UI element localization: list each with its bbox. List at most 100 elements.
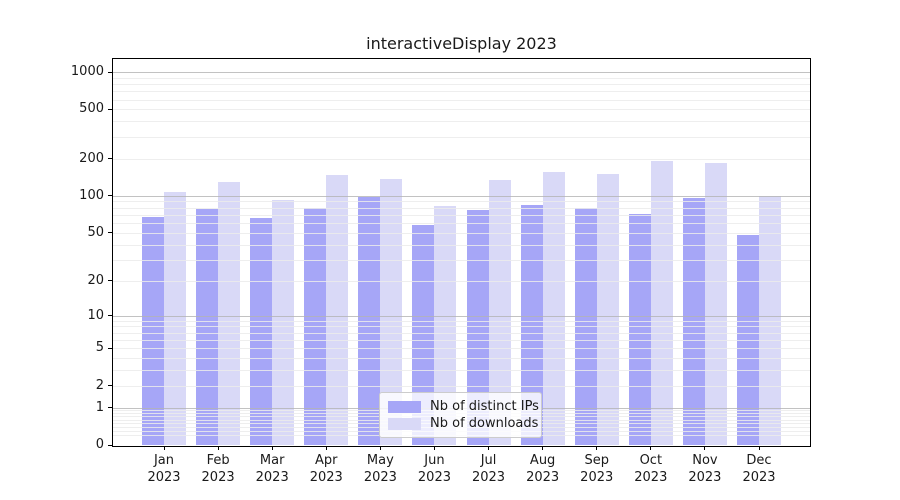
bar-distinct-ips-dec[interactable] xyxy=(737,234,759,445)
x-tick-dec xyxy=(758,446,760,450)
gridline-minor-60 xyxy=(113,223,810,225)
x-tick-label-mar: Mar 2023 xyxy=(255,453,289,485)
y-tick-200 xyxy=(108,158,112,160)
y-tick-2 xyxy=(108,385,112,387)
y-tick-label-1000: 1000 xyxy=(70,64,104,79)
y-tick-label-10: 10 xyxy=(87,307,104,323)
x-tick-label-nov: Nov 2023 xyxy=(688,453,722,485)
y-tick-10 xyxy=(108,315,112,317)
x-tick-label-aug: Aug 2023 xyxy=(526,453,560,485)
y-tick-label-2: 2 xyxy=(95,377,104,393)
gridline-minor-40 xyxy=(113,244,810,246)
gridline-minor-500 xyxy=(113,109,810,111)
y-tick-label-200: 200 xyxy=(79,150,104,166)
bar-downloads-jan[interactable] xyxy=(164,192,186,445)
y-tick-1000 xyxy=(108,71,112,73)
x-tick-label-jun: Jun 2023 xyxy=(417,453,451,485)
chart-title: interactiveDisplay 2023 xyxy=(366,34,557,53)
gridline-minor-200 xyxy=(113,158,810,160)
x-tick-may xyxy=(379,446,381,450)
bar-downloads-aug[interactable] xyxy=(542,172,565,445)
y-tick-1 xyxy=(108,407,112,409)
bar-downloads-dec[interactable] xyxy=(759,195,781,445)
y-tick-label-5: 5 xyxy=(95,340,104,356)
legend-item-distinct-ips[interactable]: Nb of distinct IPs xyxy=(388,398,539,415)
gridline-minor-900 xyxy=(113,77,810,79)
gridline-minor-600 xyxy=(113,99,810,101)
x-tick-jun xyxy=(433,446,435,450)
gridline-minor-6 xyxy=(113,339,810,341)
x-tick-label-dec: Dec 2023 xyxy=(742,453,776,485)
x-tick-label-jul: Jul 2023 xyxy=(471,453,506,485)
gridline-minor-50 xyxy=(113,232,810,234)
legend-item-downloads[interactable]: Nb of downloads xyxy=(388,415,538,432)
y-tick-20 xyxy=(108,280,112,282)
gridline-minor-4 xyxy=(113,358,810,360)
x-tick-jan xyxy=(163,446,165,450)
bar-downloads-may[interactable] xyxy=(380,179,403,445)
x-tick-label-apr: Apr 2023 xyxy=(309,453,343,485)
y-tick-label-1: 1 xyxy=(95,399,104,415)
gridline-minor-80 xyxy=(113,207,810,209)
bar-distinct-ips-aug[interactable] xyxy=(520,205,543,445)
x-tick-label-feb: Feb 2023 xyxy=(201,453,235,485)
gridline-minor-20 xyxy=(113,280,810,282)
x-tick-sep xyxy=(596,446,598,450)
gridline-minor-300 xyxy=(113,136,810,138)
bar-downloads-sep[interactable] xyxy=(596,173,619,445)
bar-downloads-feb[interactable] xyxy=(218,182,241,445)
y-tick-500 xyxy=(108,108,112,110)
bar-downloads-jun[interactable] xyxy=(434,206,457,445)
y-tick-label-50: 50 xyxy=(87,224,104,240)
legend-label-downloads: Nb of downloads xyxy=(430,416,539,431)
gridline-minor-70 xyxy=(113,214,810,216)
bar-downloads-oct[interactable] xyxy=(650,161,673,445)
bar-distinct-ips-jun[interactable] xyxy=(412,224,435,445)
legend: Nb of distinct IPs Nb of downloads xyxy=(379,392,542,438)
y-tick-label-0: 0 xyxy=(95,437,104,452)
x-tick-oct xyxy=(650,446,652,450)
x-tick-nov xyxy=(704,446,706,450)
x-tick-jul xyxy=(488,446,490,450)
bar-distinct-ips-oct[interactable] xyxy=(628,214,651,445)
legend-swatch-downloads xyxy=(388,417,421,430)
bar-downloads-jul[interactable] xyxy=(488,180,511,445)
gridline-major-1000 xyxy=(113,72,810,73)
x-tick-label-oct: Oct 2023 xyxy=(634,453,668,485)
plot-area xyxy=(112,58,811,447)
bar-downloads-mar[interactable] xyxy=(272,200,295,445)
gridline-minor-5 xyxy=(113,348,810,350)
x-tick-label-sep: Sep 2023 xyxy=(580,453,614,485)
x-tick-label-may: May 2023 xyxy=(363,453,397,485)
gridline-minor-700 xyxy=(113,91,810,93)
gridline-minor-30 xyxy=(113,259,810,261)
x-tick-aug xyxy=(542,446,544,450)
x-tick-feb xyxy=(217,446,219,450)
gridline-minor-800 xyxy=(113,84,810,86)
bar-downloads-nov[interactable] xyxy=(704,162,727,445)
x-tick-apr xyxy=(325,446,327,450)
gridline-minor-7 xyxy=(113,332,810,334)
gridline-minor-3 xyxy=(113,370,810,372)
legend-label-distinct-ips: Nb of distinct IPs xyxy=(430,399,539,414)
gridline-minor-2 xyxy=(113,385,810,387)
y-tick-5 xyxy=(108,347,112,349)
y-tick-100 xyxy=(108,195,112,197)
legend-swatch-distinct-ips xyxy=(388,400,421,413)
x-tick-label-jan: Jan 2023 xyxy=(147,453,181,485)
bar-distinct-ips-jan[interactable] xyxy=(142,217,164,445)
y-tick-label-20: 20 xyxy=(87,272,104,288)
y-tick-label-500: 500 xyxy=(79,101,104,117)
y-tick-50 xyxy=(108,232,112,234)
y-tick-0 xyxy=(108,444,112,446)
bar-downloads-apr[interactable] xyxy=(326,175,349,445)
gridline-major-100 xyxy=(113,195,810,197)
x-tick-mar xyxy=(271,446,273,450)
gridline-minor-9 xyxy=(113,320,810,322)
bar-distinct-ips-mar[interactable] xyxy=(250,217,273,445)
gridline-minor-400 xyxy=(113,121,810,123)
gridline-minor-90 xyxy=(113,201,810,203)
gridline-minor-8 xyxy=(113,326,810,328)
y-tick-label-100: 100 xyxy=(79,187,104,203)
